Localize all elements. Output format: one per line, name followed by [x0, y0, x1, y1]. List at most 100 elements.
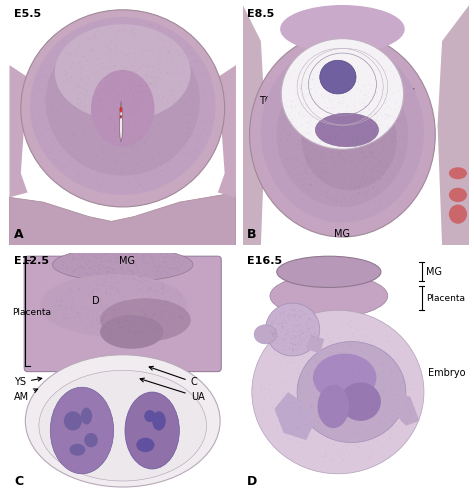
- Point: [364, 332, 371, 340]
- Point: [88, 45, 95, 53]
- Point: [401, 118, 408, 126]
- Point: [162, 258, 169, 266]
- Point: [375, 120, 383, 128]
- Point: [86, 109, 94, 117]
- Point: [295, 343, 303, 351]
- Point: [357, 180, 365, 188]
- Point: [274, 332, 282, 340]
- Point: [301, 169, 309, 177]
- Point: [129, 90, 137, 98]
- Point: [388, 171, 395, 179]
- Point: [155, 84, 162, 92]
- Point: [134, 99, 142, 107]
- Point: [352, 162, 360, 170]
- Point: [86, 322, 94, 330]
- Point: [133, 281, 141, 289]
- Point: [302, 365, 310, 373]
- Point: [284, 154, 292, 162]
- Point: [292, 346, 300, 354]
- Point: [297, 312, 304, 320]
- Point: [100, 136, 107, 144]
- Point: [162, 263, 170, 271]
- Point: [294, 157, 302, 165]
- Point: [344, 197, 351, 205]
- Text: L: L: [382, 142, 409, 164]
- Point: [311, 164, 319, 172]
- Point: [311, 373, 319, 381]
- Point: [352, 84, 360, 92]
- Point: [307, 332, 314, 340]
- Point: [271, 139, 279, 147]
- Point: [338, 97, 346, 105]
- Point: [367, 405, 375, 413]
- Point: [284, 184, 292, 192]
- Point: [29, 114, 37, 122]
- Point: [388, 86, 395, 94]
- Point: [78, 69, 86, 77]
- Point: [191, 58, 199, 66]
- Point: [286, 346, 294, 354]
- Point: [335, 171, 343, 179]
- Point: [378, 121, 385, 129]
- Point: [383, 177, 390, 185]
- Point: [383, 111, 391, 119]
- Point: [336, 445, 343, 453]
- Point: [295, 358, 302, 366]
- Point: [328, 145, 336, 153]
- Point: [31, 88, 38, 96]
- Point: [376, 157, 383, 165]
- Point: [307, 318, 315, 326]
- Point: [371, 128, 379, 136]
- Point: [168, 153, 175, 161]
- Point: [109, 56, 117, 64]
- Point: [156, 314, 164, 322]
- Point: [116, 84, 124, 92]
- Point: [346, 85, 353, 93]
- Point: [379, 136, 387, 144]
- Point: [115, 48, 122, 56]
- Point: [126, 260, 134, 268]
- Ellipse shape: [252, 310, 424, 474]
- Point: [386, 405, 394, 413]
- Point: [91, 268, 98, 276]
- Point: [383, 98, 391, 106]
- Point: [342, 73, 350, 81]
- Point: [163, 302, 170, 310]
- Point: [144, 288, 152, 296]
- Point: [354, 443, 362, 451]
- Point: [366, 342, 374, 350]
- Point: [354, 190, 361, 198]
- Point: [398, 427, 406, 435]
- Point: [325, 190, 332, 198]
- Point: [285, 118, 293, 126]
- Point: [320, 89, 328, 97]
- Point: [120, 51, 128, 59]
- Point: [105, 267, 113, 275]
- Point: [288, 98, 295, 106]
- Point: [350, 414, 357, 422]
- Point: [185, 153, 192, 161]
- Point: [88, 45, 96, 53]
- Point: [359, 173, 366, 181]
- Point: [378, 112, 385, 120]
- Point: [332, 411, 340, 419]
- Point: [99, 314, 107, 322]
- Point: [356, 182, 364, 190]
- Point: [376, 158, 384, 166]
- Point: [328, 88, 335, 96]
- Point: [414, 124, 422, 132]
- Point: [127, 39, 135, 47]
- Point: [111, 45, 119, 53]
- Point: [382, 350, 390, 358]
- Point: [86, 271, 93, 279]
- Point: [104, 68, 112, 76]
- Point: [69, 84, 77, 92]
- Point: [164, 269, 172, 277]
- Text: D: D: [302, 192, 310, 202]
- Point: [152, 105, 159, 113]
- Point: [89, 266, 96, 274]
- Ellipse shape: [250, 33, 435, 237]
- Point: [348, 62, 356, 70]
- Point: [84, 324, 91, 332]
- Point: [383, 153, 390, 161]
